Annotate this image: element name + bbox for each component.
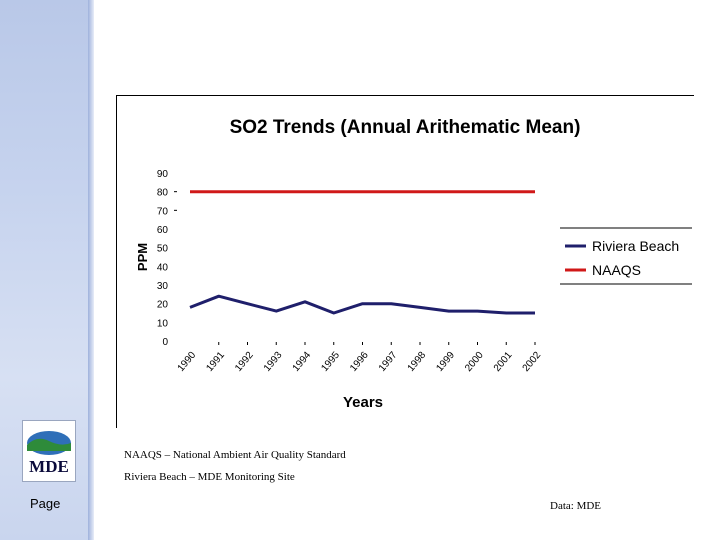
- x-tick-label: 2002: [521, 350, 544, 374]
- x-tick-label: 1991: [204, 350, 227, 374]
- sidebar-edge: [88, 0, 94, 540]
- x-tick-label: 1990: [176, 350, 199, 374]
- legend-label: Riviera Beach: [592, 238, 679, 254]
- legend: Riviera Beach NAAQS: [560, 227, 692, 285]
- x-tick-label: 1992: [233, 350, 256, 374]
- x-tick-label: 1993: [262, 350, 285, 374]
- x-tick-label: 1996: [348, 350, 371, 374]
- page-label: Page: [30, 496, 61, 511]
- y-tick-label: 0: [162, 337, 168, 348]
- y-tick-label: 30: [157, 281, 169, 292]
- chart-frame: [116, 95, 694, 428]
- series-lines: [189, 190, 535, 315]
- y-tick-label: 40: [157, 262, 169, 273]
- logo-text: MDE: [29, 457, 69, 476]
- x-axis-label: Years: [343, 394, 383, 411]
- y-tick-label: 20: [157, 300, 169, 311]
- y-tick-label: 10: [157, 318, 169, 329]
- y-tick-label: 90: [157, 169, 169, 180]
- y-tick-label: 70: [157, 206, 169, 217]
- x-axis-ticks: 1990 1991 1992 1993 1994 1995 1996 1997 1998 1999…: [176, 342, 544, 374]
- y-tick-label: 80: [157, 188, 169, 199]
- y-tick-label: 50: [157, 244, 169, 255]
- mde-logo-icon: MDE: [27, 431, 71, 476]
- x-tick-label: 1994: [291, 350, 314, 374]
- y-axis-ticks: 0 10 20 30 40 50 60 70 80 90: [157, 169, 177, 348]
- data-source: Data: MDE: [550, 500, 602, 512]
- chart-title: SO2 Trends (Annual Arithematic Mean): [230, 117, 581, 138]
- x-tick-label: 2000: [463, 350, 486, 374]
- x-tick-label: 1998: [406, 350, 429, 374]
- series-line-riviera-beach: [189, 294, 535, 315]
- legend-label: NAAQS: [592, 262, 641, 278]
- x-tick-label: 1997: [377, 350, 400, 374]
- x-tick-label: 1999: [434, 350, 457, 374]
- naaqs-note: NAAQS – National Ambient Air Quality Sta…: [124, 449, 346, 461]
- y-axis-label: PPM: [135, 243, 150, 271]
- x-tick-label: 1995: [319, 350, 342, 374]
- x-tick-label: 2001: [492, 350, 515, 374]
- riviera-note: Riviera Beach – MDE Monitoring Site: [124, 471, 295, 483]
- mde-logo: MDE: [22, 420, 76, 482]
- y-tick-label: 60: [157, 225, 169, 236]
